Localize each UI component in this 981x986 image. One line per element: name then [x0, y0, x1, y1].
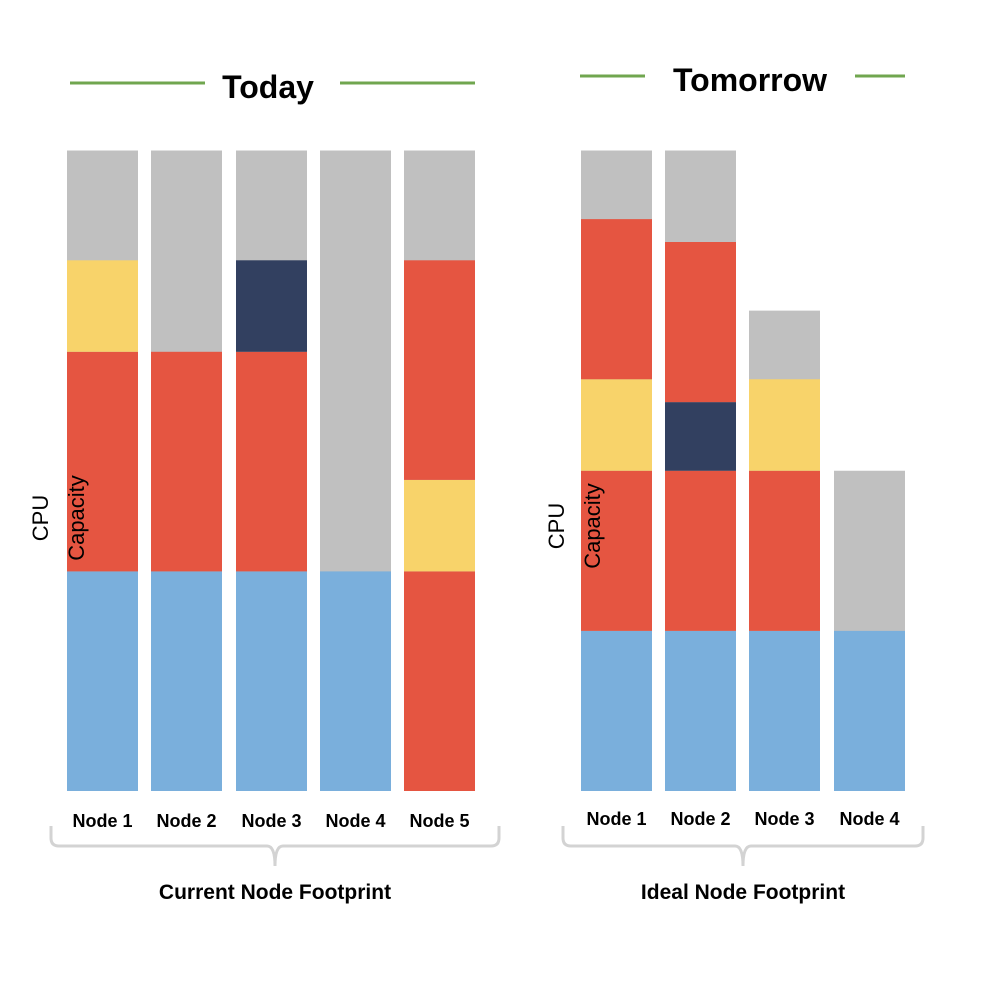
- tomorrow-node-4-label: Node 4: [839, 809, 899, 829]
- today-node-5-segment-3-red: [404, 260, 475, 480]
- today-node-3-bar: [236, 150, 307, 791]
- today-node-5-label: Node 5: [409, 811, 469, 831]
- today-node-1-bar: [67, 150, 138, 791]
- today-node-1-segment-3-yellow: [67, 260, 138, 352]
- tomorrow-node-1-label: Node 1: [586, 809, 646, 829]
- tomorrow-node-2-segment-3-navy: [665, 402, 736, 471]
- today-footprint-label: Current Node Footprint: [159, 881, 391, 904]
- today-node-5-segment-2-yellow: [404, 479, 475, 572]
- tomorrow-node-1-segment-1-blue: [581, 630, 652, 791]
- today-node-1-segment-1-blue: [67, 571, 138, 791]
- tomorrow-node-1-segment-4-red: [581, 219, 652, 380]
- tomorrow-panel: Tomorrow Node 1 Node 2 Node 3 Node 4 CPU Capac…: [544, 62, 925, 904]
- today-title: Today: [222, 69, 314, 105]
- tomorrow-node-2-segment-1-blue: [665, 630, 736, 791]
- tomorrow-node-2-segment-4-red: [665, 242, 736, 403]
- today-node-2-segment-1-blue: [151, 571, 222, 791]
- tomorrow-node-3-label: Node 3: [754, 809, 814, 829]
- today-panel: Today Node 1 Node 2 Node 3 Node 4 Node 5 CPU Ca…: [28, 69, 501, 904]
- tomorrow-node-3-segment-1-blue: [749, 630, 820, 791]
- today-node-3-segment-3-navy: [236, 260, 307, 352]
- today-node-2-bar: [151, 150, 222, 791]
- tomorrow-title: Tomorrow: [673, 62, 827, 98]
- today-node-3-segment-1-blue: [236, 571, 307, 791]
- today-node-4-segment-1-blue: [320, 571, 391, 791]
- tomorrow-node-4-segment-1-blue: [834, 630, 905, 791]
- tomorrow-node-4-bar: [834, 470, 905, 791]
- tomorrow-node-2-segment-2-red: [665, 470, 736, 631]
- today-node-2-segment-2-red: [151, 351, 222, 572]
- tomorrow-node-3-segment-3-yellow: [749, 379, 820, 471]
- tomorrow-node-1-segment-3-yellow: [581, 379, 652, 471]
- tomorrow-node-1-bar: [581, 150, 652, 791]
- tomorrow-node-2-bar: [665, 150, 736, 791]
- tomorrow-footprint-bracket: [561, 826, 925, 867]
- today-node-3-segment-2-red: [236, 351, 307, 572]
- tomorrow-axis-label-capacity: Capacity: [580, 483, 605, 569]
- today-axis-label-cpu: CPU: [28, 495, 53, 541]
- tomorrow-footprint-label: Ideal Node Footprint: [641, 881, 845, 904]
- tomorrow-axis-label-cpu: CPU: [544, 503, 569, 549]
- tomorrow-node-2-label: Node 2: [670, 809, 730, 829]
- today-node-2-label: Node 2: [156, 811, 216, 831]
- today-node-4-bar: [320, 150, 391, 791]
- tomorrow-node-1-segment-2-red: [581, 470, 652, 631]
- today-node-4-label: Node 4: [325, 811, 385, 831]
- tomorrow-node-3-bar: [749, 310, 820, 791]
- tomorrow-node-3-segment-2-red: [749, 470, 820, 631]
- today-node-1-label: Node 1: [72, 811, 132, 831]
- today-node-3-label: Node 3: [241, 811, 301, 831]
- today-axis-label-capacity: Capacity: [64, 475, 89, 561]
- today-node-5-bar: [404, 150, 475, 791]
- today-node-1-segment-2-red: [67, 351, 138, 572]
- today-node-5-segment-1-red: [404, 571, 475, 791]
- today-footprint-bracket: [49, 826, 501, 867]
